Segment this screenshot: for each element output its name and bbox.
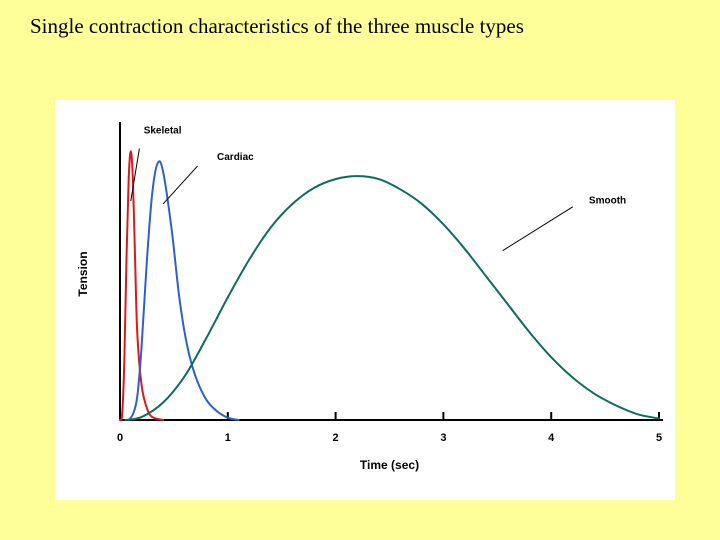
series-cardiac [129, 161, 239, 420]
chart-svg: 0 1 2 3 4 5 Time (sec) Tension Skeletal Cardiac Sm… [55, 100, 675, 500]
series-smooth [125, 176, 659, 420]
page-title: Single contraction characteristics of th… [30, 14, 524, 39]
x-tick-label: 3 [440, 432, 446, 444]
series-label-cardiac: Cardiac [217, 152, 254, 163]
page-root: Single contraction characteristics of th… [0, 0, 720, 540]
x-tick-label: 1 [225, 432, 231, 444]
leader-smooth [503, 207, 573, 251]
y-axis-label: Tension [76, 251, 90, 296]
series-skeletal [120, 151, 163, 420]
series-label-skeletal: Skeletal [144, 126, 182, 137]
x-tick-label: 4 [548, 432, 555, 444]
x-axis-label: Time (sec) [360, 458, 419, 472]
x-tick-label: 0 [117, 432, 123, 444]
chart-panel: 0 1 2 3 4 5 Time (sec) Tension Skeletal Cardiac Sm… [55, 100, 675, 500]
series-label-smooth: Smooth [589, 196, 626, 207]
x-tick-label: 5 [656, 432, 662, 444]
x-tick-label: 2 [333, 432, 339, 444]
leader-cardiac [163, 166, 197, 204]
